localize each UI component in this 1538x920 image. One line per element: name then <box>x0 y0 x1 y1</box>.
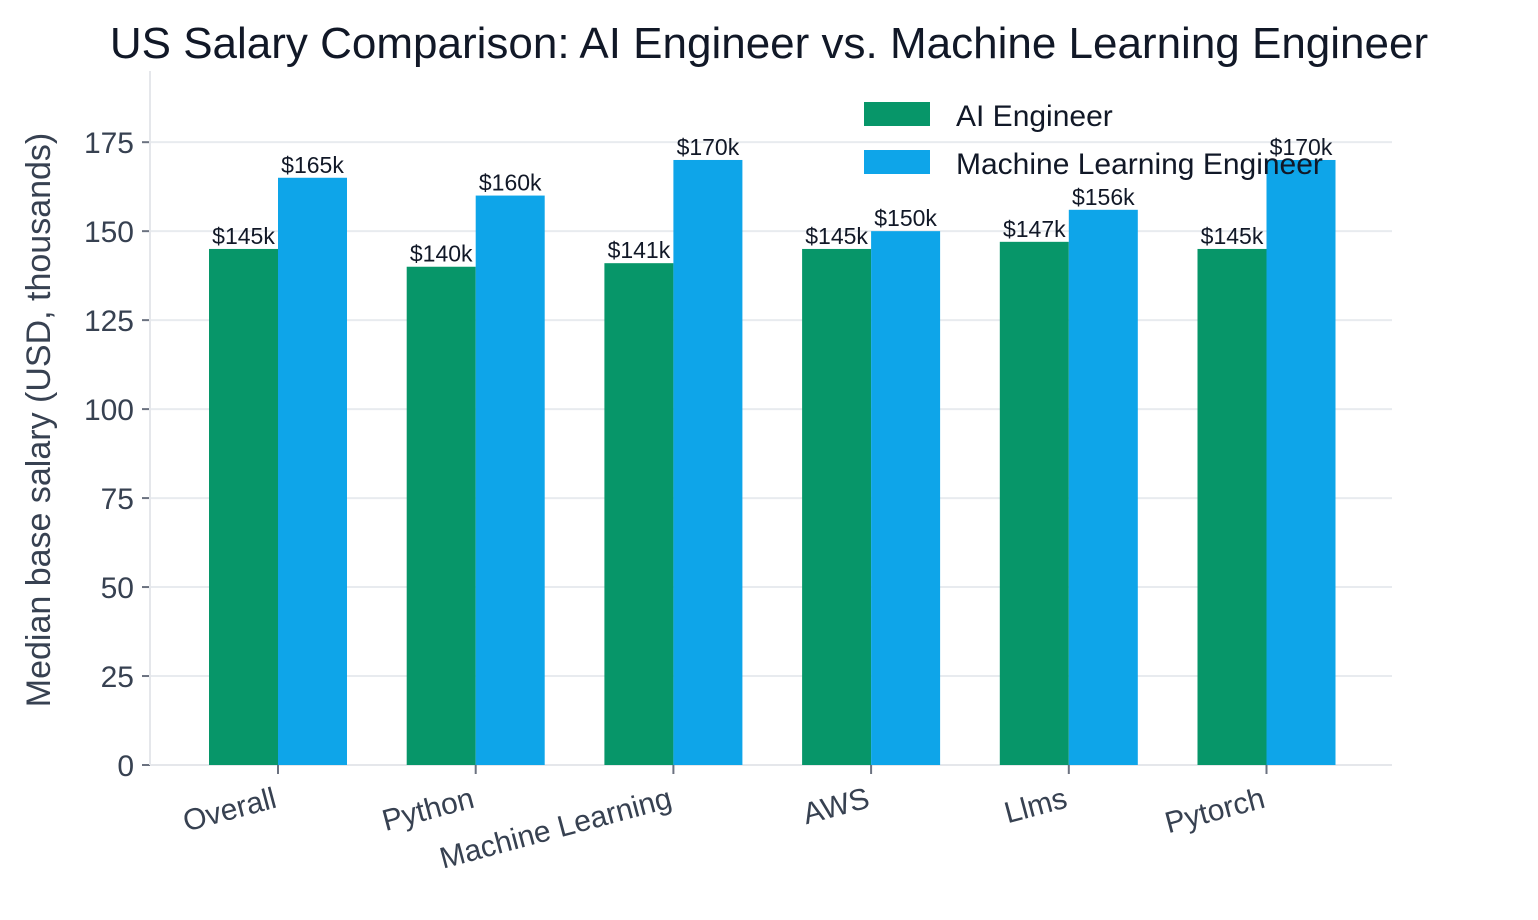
data-labels: $145k$165k$140k$160k$141k$170k$145k$150k… <box>212 134 1333 267</box>
y-axis-label: Median base salary (USD, thousands) <box>20 133 58 708</box>
bar-value-label: $141k <box>608 237 671 263</box>
y-tick-label: 75 <box>101 483 134 516</box>
bar-value-label: $145k <box>212 223 275 249</box>
x-tick-label: AWS <box>799 782 872 831</box>
bar-value-label: $147k <box>1003 216 1066 242</box>
chart-title: US Salary Comparison: AI Engineer vs. Ma… <box>110 19 1428 68</box>
bar-value-label: $160k <box>479 170 542 196</box>
bar-ml-engineer <box>475 195 545 766</box>
y-tick-label: 50 <box>101 572 134 605</box>
bar-value-label: $165k <box>281 152 344 178</box>
bar-value-label: $170k <box>677 134 740 160</box>
y-tick-label: 100 <box>84 394 134 427</box>
legend-label: Machine Learning Engineer <box>956 148 1323 181</box>
bar-value-label: $150k <box>874 205 937 231</box>
bar-ml-engineer <box>871 231 941 766</box>
bar-ai-engineer <box>209 248 278 765</box>
y-tick-label: 25 <box>101 661 134 694</box>
y-tick-label: 175 <box>84 127 134 160</box>
legend-swatch <box>864 102 930 126</box>
x-tick-label: Overall <box>179 782 279 838</box>
x-tick-label: Llms <box>1001 782 1071 830</box>
bar-ai-engineer <box>406 266 476 765</box>
bar-ml-engineer <box>1266 159 1336 765</box>
legend-swatch <box>864 150 930 174</box>
gridlines <box>150 141 1392 678</box>
bar-value-label: $140k <box>410 241 473 267</box>
legend: AI Engineer Machine Learning Engineer <box>864 100 1323 181</box>
bar-ml-engineer <box>1068 209 1138 766</box>
bar-ai-engineer <box>999 241 1069 766</box>
bar-value-label: $156k <box>1072 184 1135 210</box>
y-tick-label: 125 <box>84 305 134 338</box>
legend-label: AI Engineer <box>956 100 1113 133</box>
bars <box>209 159 1336 766</box>
x-tick-label: Python <box>379 782 478 838</box>
bar-ai-engineer <box>802 248 872 765</box>
bar-ai-engineer <box>604 263 674 765</box>
y-tick-label: 150 <box>84 216 134 249</box>
bar-value-label: $145k <box>805 223 868 249</box>
bar-ml-engineer <box>673 159 743 765</box>
x-tick-label: Pytorch <box>1162 782 1269 840</box>
bar-value-label: $145k <box>1201 223 1264 249</box>
bar-ai-engineer <box>1197 248 1267 765</box>
bar-ml-engineer <box>278 177 347 765</box>
bar-value-label: $170k <box>1270 134 1333 160</box>
y-tick-label: 0 <box>117 750 134 783</box>
